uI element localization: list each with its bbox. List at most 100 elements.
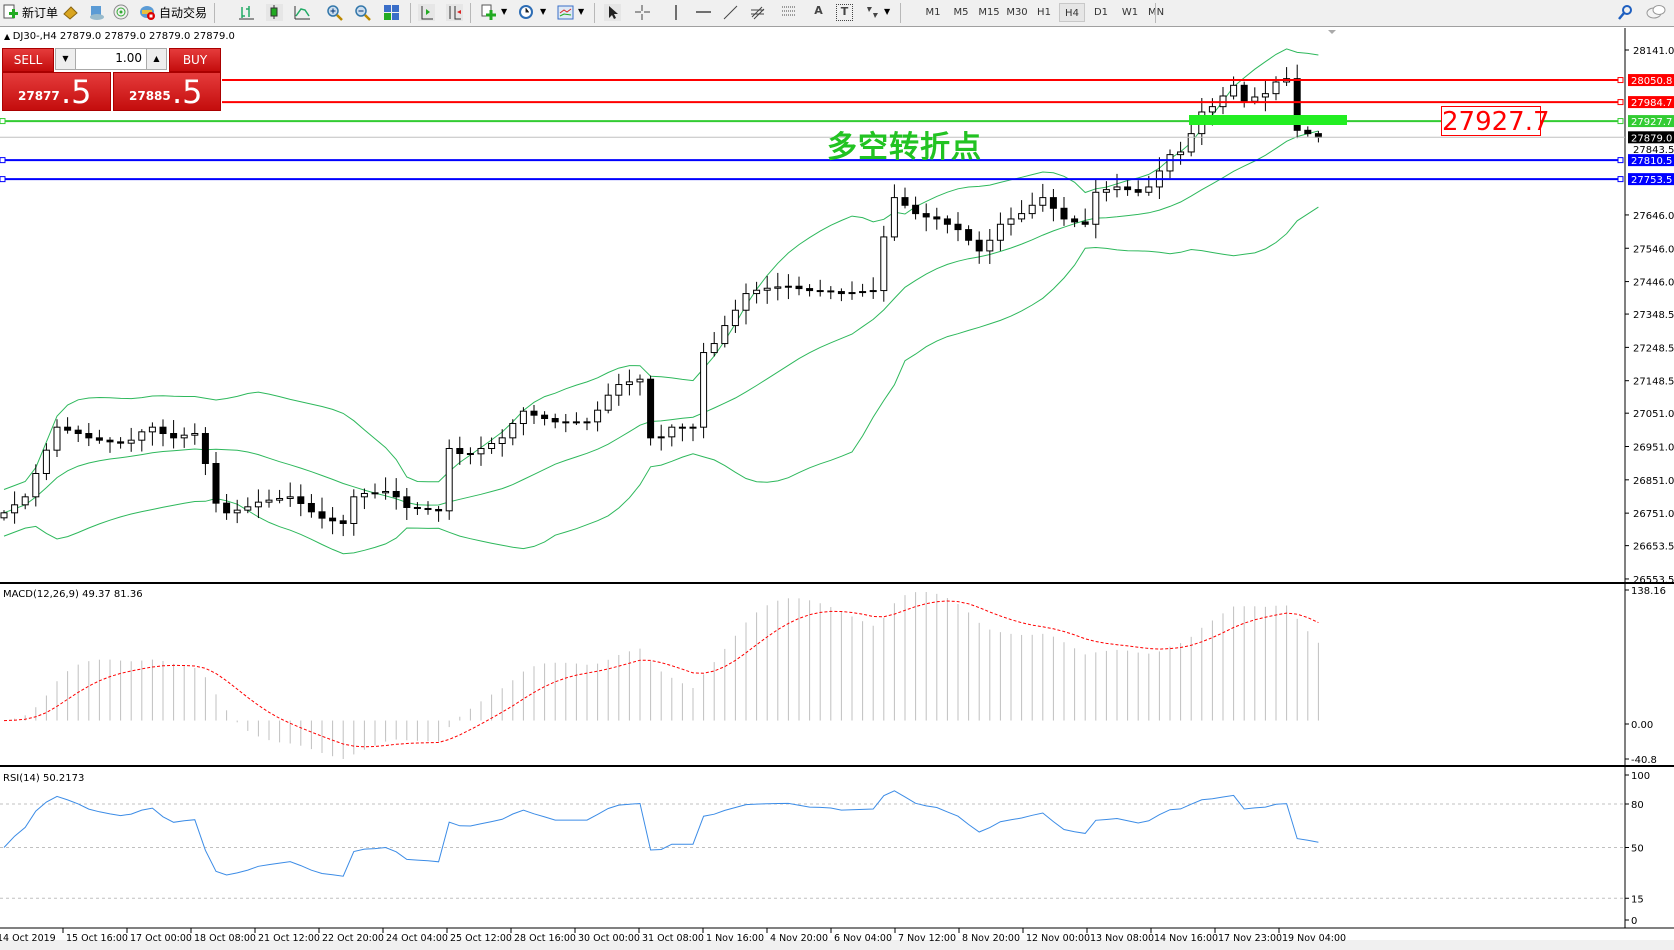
dropdown-arrow-icon[interactable]: ▼ (501, 7, 508, 16)
price-tick-label: 27546.0 (1633, 244, 1674, 255)
crosshair-icon[interactable] (634, 4, 651, 21)
candle-bear (1060, 207, 1068, 220)
sell-price-pips: .5 (61, 73, 92, 111)
candle-bear (530, 410, 538, 416)
candle-bear (806, 288, 814, 292)
search-icon[interactable] (1617, 4, 1634, 21)
candle-bear (117, 441, 125, 444)
sell-price-button[interactable]: 27877 .5 (2, 72, 111, 111)
candle-bull (1272, 81, 1280, 95)
market-watch-icon[interactable] (62, 4, 79, 21)
chart-shift-icon[interactable] (418, 4, 435, 21)
navigator-icon[interactable] (88, 4, 105, 21)
fibonacci-icon[interactable] (750, 4, 767, 21)
dropdown-arrow-icon[interactable]: ▼ (884, 7, 891, 16)
buy-price-button[interactable]: 27885 .5 (113, 72, 221, 111)
lot-size-value[interactable]: 1.00 (115, 51, 142, 65)
timeframe-m5[interactable]: M5 (953, 7, 969, 18)
templates-icon[interactable] (557, 4, 574, 21)
level-handle-icon[interactable] (1617, 118, 1624, 125)
level-handle-icon[interactable] (0, 176, 6, 183)
candle-bull (371, 492, 379, 495)
level-handle-icon[interactable] (1617, 157, 1624, 164)
add-indicator-icon[interactable] (480, 4, 497, 21)
price-tick-label: 27051.0 (1633, 409, 1674, 420)
dropdown-arrow-icon[interactable]: ▼ (540, 7, 547, 16)
signal-icon[interactable] (113, 4, 130, 21)
vertical-line-icon[interactable] (668, 4, 685, 21)
candle-bear (933, 216, 941, 220)
horizontal-line-icon[interactable] (695, 4, 712, 21)
level-handle-icon[interactable] (1617, 77, 1624, 84)
time-axis-label: 1 Nov 16:00 (706, 933, 764, 944)
time-axis-label: 28 Oct 16:00 (514, 933, 576, 944)
channel-icon[interactable] (781, 4, 798, 21)
lot-decrease-icon[interactable]: ▼ (56, 49, 76, 69)
line-chart-icon[interactable] (294, 4, 311, 21)
buy-button[interactable]: BUY (169, 48, 221, 72)
time-axis-label: 31 Oct 08:00 (642, 933, 704, 944)
candle-bull (1113, 186, 1121, 191)
tile-windows-icon[interactable] (383, 4, 400, 21)
candle-bear (1134, 189, 1142, 193)
macd-axis-label: 0.00 (1631, 720, 1653, 731)
time-axis-label: 4 Nov 20:00 (770, 933, 828, 944)
time-axis-label: 21 Oct 12:00 (258, 933, 320, 944)
price-tag (1628, 96, 1674, 109)
rsi-axis-label: 0 (1631, 916, 1637, 927)
candle-bull (562, 421, 570, 424)
candle-bull (848, 292, 856, 295)
candlestick-icon[interactable] (266, 4, 283, 21)
level-handle-icon[interactable] (1617, 99, 1624, 106)
candle-bull (42, 449, 50, 474)
cursor-icon[interactable] (604, 4, 621, 21)
dropdown-arrow-icon[interactable]: ▼ (578, 7, 585, 16)
new-order-button[interactable]: 新订单 (2, 2, 58, 23)
level-handle-icon[interactable] (1617, 176, 1624, 183)
timeframe-h1[interactable]: H1 (1037, 7, 1051, 18)
collapse-icon[interactable]: ▲ (4, 32, 13, 41)
candle-bear (318, 511, 326, 519)
trendline-icon[interactable] (722, 4, 739, 21)
lot-increase-icon[interactable]: ▲ (146, 49, 166, 69)
level-handle-icon[interactable] (0, 118, 6, 125)
chat-icon[interactable] (1645, 4, 1667, 21)
candle-bull (625, 381, 633, 386)
timeframe-m30[interactable]: M30 (1006, 7, 1028, 18)
timeframe-m15[interactable]: M15 (978, 7, 1000, 18)
auto-trading-icon (139, 4, 156, 21)
sell-button[interactable]: SELL (2, 48, 54, 72)
lot-size-input[interactable]: ▼ 1.00 ▲ (55, 48, 167, 70)
rsi-label: RSI(14) 50.2173 (3, 773, 84, 784)
candle-bull (890, 197, 898, 238)
auto-trading-button[interactable]: 自动交易 (139, 2, 207, 23)
pivot-annotation-text[interactable]: 多空转折点 (827, 130, 982, 165)
timeframe-w1[interactable]: W1 (1121, 7, 1139, 18)
pivot-price-label[interactable]: 27927.7 (1441, 106, 1550, 137)
timeframe-mn[interactable]: MN (1143, 3, 1169, 22)
level-handle-icon[interactable] (0, 157, 6, 164)
candle-bear (64, 426, 72, 431)
candle-bear (413, 506, 421, 509)
candle-bull (774, 286, 782, 289)
candle-bull (32, 472, 40, 498)
arrows-icon[interactable] (864, 4, 881, 21)
bar-chart-icon[interactable] (238, 4, 255, 21)
zoom-in-icon[interactable] (326, 4, 343, 21)
candle-bear (816, 290, 824, 293)
zoom-out-icon[interactable] (354, 4, 371, 21)
timeframe-h4[interactable]: H4 (1059, 3, 1085, 22)
text-label-icon[interactable]: T (836, 4, 853, 21)
autoscroll-icon[interactable] (446, 4, 463, 21)
toolbar: 新订单 自动交易 ▼ ▼ ▼ A T ▼ M1 M5 M15 M30 H1 H4 D1 W1 M… (0, 0, 1674, 27)
candle-bull (286, 496, 294, 499)
price-tick-label: 27348.5 (1633, 310, 1674, 321)
timeframe-d1[interactable]: D1 (1093, 7, 1109, 18)
text-icon[interactable]: A (814, 4, 823, 17)
time-axis-label: 19 Nov 04:00 (1282, 933, 1346, 944)
candle-bull (488, 443, 496, 450)
period-clock-icon[interactable] (518, 4, 535, 21)
timeframe-m1[interactable]: M1 (925, 7, 941, 18)
candle-bull (21, 496, 29, 506)
